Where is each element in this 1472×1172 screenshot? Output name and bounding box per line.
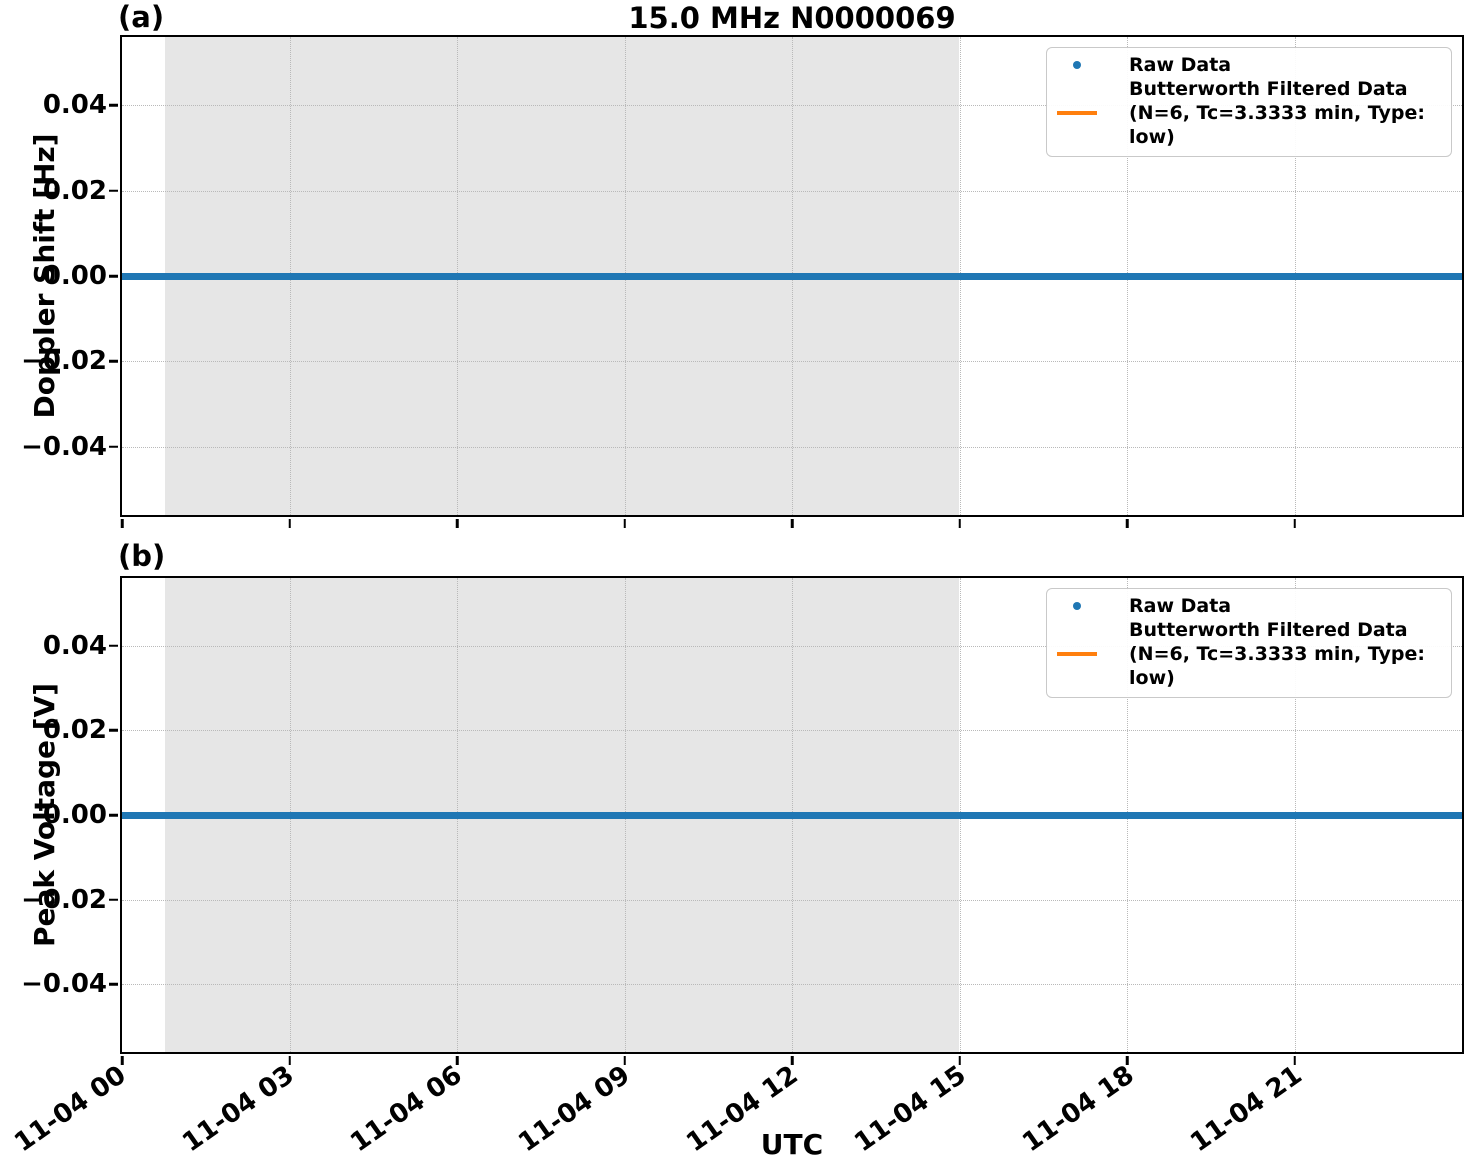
- gridline-horizontal: [122, 361, 1462, 363]
- legend-raw-label: Raw Data: [1129, 595, 1232, 617]
- legend-row-raw: Raw Data: [1055, 53, 1441, 77]
- filtered-line-marker: [1055, 652, 1099, 656]
- y-tick-mark: [109, 274, 118, 278]
- figure-title: 15.0 MHz N0000069: [628, 1, 956, 35]
- x-axis-label: UTC: [760, 1128, 824, 1161]
- raw-data-marker-dot: [1055, 602, 1099, 610]
- y-tick-label: 0.00: [42, 800, 107, 830]
- y-tick-label: −0.04: [21, 969, 107, 1000]
- y-tick-mark: [109, 813, 118, 817]
- gridline-horizontal: [122, 105, 1462, 107]
- legend-row-filtered: Butterworth Filtered Data (N=6, Tc=3.333…: [1055, 618, 1441, 690]
- y-tick-label: 0.02: [42, 175, 107, 206]
- y-tick-mark: [109, 983, 118, 986]
- gridline-horizontal: [122, 190, 1462, 192]
- x-tick-mark: [790, 1056, 794, 1065]
- x-tick-mark: [958, 519, 961, 528]
- x-tick-mark: [455, 519, 459, 528]
- x-tick-mark: [288, 519, 291, 528]
- raw-data-series-line: [122, 272, 1462, 280]
- x-tick-mark: [120, 1056, 124, 1065]
- y-tick-mark: [109, 729, 118, 732]
- y-tick-label: 0.00: [42, 261, 107, 291]
- x-tick-mark: [1125, 519, 1129, 528]
- y-tick-label: −0.02: [21, 346, 107, 377]
- x-tick-mark: [1293, 519, 1296, 528]
- x-tick-mark: [120, 519, 124, 528]
- x-tick-mark: [288, 1056, 291, 1065]
- legend-row-filtered: Butterworth Filtered Data (N=6, Tc=3.333…: [1055, 77, 1441, 149]
- panel-b-plot: Raw Data Butterworth Filtered Data (N=6,…: [109, 576, 1464, 1065]
- legend-filtered-label: Butterworth Filtered Data (N=6, Tc=3.333…: [1099, 618, 1441, 690]
- y-tick-mark: [109, 445, 118, 448]
- gridline-horizontal: [122, 446, 1462, 448]
- filtered-line-marker: [1055, 111, 1099, 115]
- gridline-horizontal: [122, 645, 1462, 647]
- gridline-horizontal: [122, 899, 1462, 901]
- x-tick-mark: [1125, 1056, 1129, 1065]
- legend-filtered-line1: Butterworth Filtered Data: [1129, 78, 1408, 100]
- y-tick-label: 0.04: [42, 630, 107, 661]
- legend-filtered-label: Butterworth Filtered Data (N=6, Tc=3.333…: [1099, 77, 1441, 149]
- x-tick-mark: [790, 519, 794, 528]
- y-tick-label: 0.02: [42, 715, 107, 746]
- legend-row-raw: Raw Data: [1055, 594, 1441, 618]
- y-tick-mark: [109, 360, 118, 363]
- legend-panel-a: Raw Data Butterworth Filtered Data (N=6,…: [1046, 47, 1452, 157]
- panel-a-plot: Raw Data Butterworth Filtered Data (N=6,…: [109, 35, 1464, 528]
- x-tick-mark: [958, 1056, 961, 1065]
- legend-raw-label: Raw Data: [1129, 54, 1232, 76]
- raw-data-series-line: [122, 811, 1462, 819]
- y-tick-label: 0.04: [42, 90, 107, 121]
- legend-filtered-line2: (N=6, Tc=3.3333 min, Type: low): [1129, 102, 1425, 148]
- legend-filtered-line1: Butterworth Filtered Data: [1129, 619, 1408, 641]
- legend-panel-b: Raw Data Butterworth Filtered Data (N=6,…: [1046, 588, 1452, 698]
- x-tick-label: 11-04 00: [8, 1060, 132, 1159]
- x-tick-mark: [455, 1056, 459, 1065]
- y-tick-label: −0.04: [21, 431, 107, 462]
- y-tick-mark: [109, 898, 118, 901]
- y-tick-mark: [109, 644, 118, 647]
- raw-data-marker-dot: [1055, 61, 1099, 69]
- gridline-horizontal: [122, 730, 1462, 732]
- x-tick-mark: [1293, 1056, 1296, 1065]
- gridline-horizontal: [122, 984, 1462, 986]
- legend-filtered-line2: (N=6, Tc=3.3333 min, Type: low): [1129, 643, 1425, 689]
- x-tick-mark: [623, 519, 626, 528]
- y-tick-label: −0.02: [21, 884, 107, 915]
- x-tick-mark: [623, 1056, 626, 1065]
- panel-b-label: (b): [118, 539, 166, 573]
- y-tick-mark: [109, 189, 118, 192]
- y-tick-mark: [109, 104, 118, 107]
- panel-a-label: (a): [118, 0, 165, 34]
